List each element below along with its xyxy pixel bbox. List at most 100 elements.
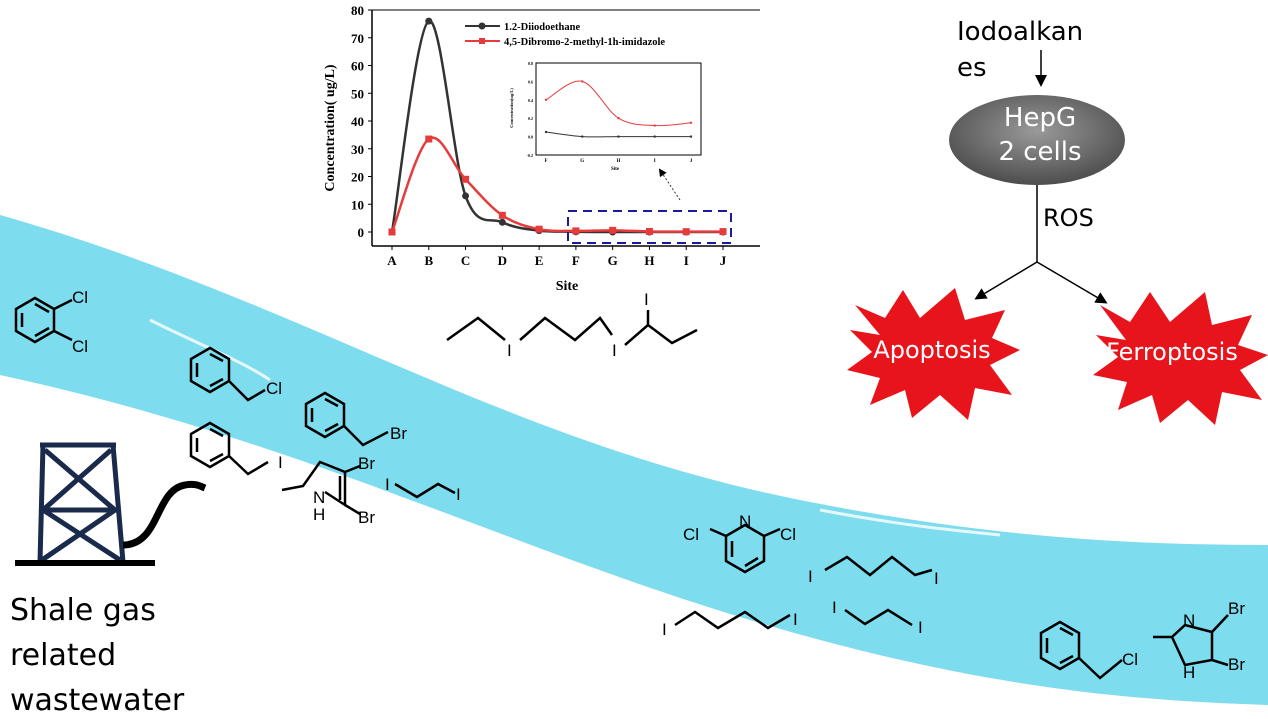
- inset-x-tick-label: G: [580, 159, 584, 164]
- atom-label: I: [278, 453, 283, 472]
- inset-data-point: [689, 135, 693, 138]
- data-point: [535, 225, 543, 233]
- x-tick-label: C: [461, 253, 470, 268]
- inset-data-point: [581, 135, 584, 138]
- cell-label-2: 2 cells: [998, 137, 1081, 167]
- x-tick-label: B: [424, 253, 433, 268]
- source-label-3: wastewater: [10, 683, 185, 718]
- data-point: [425, 17, 433, 25]
- inset-y-tick-label: 0.0: [528, 135, 533, 140]
- hepg2-cell: [949, 95, 1125, 185]
- legend-series-1: 1.2-Diiodoethane: [504, 22, 580, 33]
- inset-y-tick-label: 0.6: [528, 79, 533, 84]
- y-tick-label: 30: [351, 142, 364, 157]
- x-tick-label: A: [387, 253, 397, 268]
- x-tick-label: E: [535, 253, 544, 268]
- concentration-chart: 0 10 20 30 40 50 60 70 80 A B C D E F G H I J Concentratio…: [312, 0, 762, 295]
- x-tick-label: I: [684, 253, 689, 268]
- inset-data-point: [544, 130, 548, 134]
- inset-data-point: [581, 80, 584, 83]
- atom-label: H: [1183, 663, 1195, 682]
- data-point: [682, 228, 690, 236]
- inset-y-tick-label: 0.8: [528, 61, 533, 66]
- atom-label: I: [644, 290, 649, 309]
- legend-series-2: 4,5-Dibromo-2-methyl-1h-imidazole: [504, 37, 665, 48]
- data-point: [462, 192, 470, 200]
- atom-label: N: [313, 488, 325, 507]
- y-tick-label: 80: [351, 3, 364, 18]
- atom-label: I: [612, 341, 617, 360]
- atom-label: I: [662, 620, 667, 639]
- river-highlight: [379, 523, 521, 577]
- atom-label: I: [832, 598, 837, 617]
- atom-label: I: [456, 485, 461, 504]
- data-point: [645, 227, 653, 235]
- y-tick-label: 60: [351, 59, 364, 74]
- atom-label: I: [918, 618, 923, 637]
- river-band: [0, 215, 1268, 705]
- apoptosis-burst: [847, 288, 1020, 420]
- x-tick-label: D: [498, 253, 507, 268]
- inset-data-point: [544, 98, 548, 102]
- inset-data-point: [653, 135, 656, 138]
- cell-label-1: HepG: [1004, 103, 1076, 133]
- series-line: [390, 136, 724, 233]
- y-tick-label: 70: [351, 31, 364, 46]
- inset-y-tick-label: 0.2: [528, 116, 533, 121]
- y-tick-label: 40: [351, 114, 364, 129]
- structure-labels: Cl Cl Cl Br I Br Br N H I I I I I Cl N C…: [72, 288, 1245, 682]
- source-label-1: Shale gas: [10, 593, 156, 628]
- y-tick-label: 0: [358, 225, 365, 240]
- apoptosis-label: Apoptosis: [873, 336, 990, 364]
- atom-label: Br: [358, 508, 375, 527]
- atom-label: Cl: [72, 288, 88, 307]
- y-tick-label: 50: [351, 86, 364, 101]
- atom-label: Br: [358, 454, 375, 473]
- atom-label: Cl: [780, 525, 796, 544]
- ferroptosis-label: Ferroptosis: [1106, 338, 1238, 366]
- arrow: [974, 261, 1038, 300]
- legend: 1.2-Diiodoethane 4,5-Dibromo-2-methyl-1h…: [465, 22, 665, 48]
- oil-rig-icon: [15, 442, 207, 566]
- data-point: [572, 227, 580, 235]
- atom-label: Cl: [683, 525, 699, 544]
- y-tick-label: 20: [351, 170, 364, 185]
- inset-x-tick-label: F: [544, 159, 547, 164]
- atom-label: N: [739, 512, 751, 531]
- arrow: [1036, 261, 1108, 304]
- inset-data-point: [689, 121, 693, 125]
- inset-y-tick-label: -0.2: [527, 153, 533, 158]
- atom-label: I: [808, 567, 813, 586]
- atom-label: I: [507, 341, 512, 360]
- inset-y-tick-label: 0.4: [528, 98, 533, 103]
- inset-x-tick-label: I: [654, 159, 656, 164]
- inset-data-point: [617, 135, 620, 138]
- ros-label: ROS: [1043, 204, 1094, 232]
- x-tick-label: G: [608, 253, 618, 268]
- ferroptosis-burst: [1093, 292, 1268, 425]
- x-tick-label: F: [572, 253, 580, 268]
- inset-x-label: Site: [611, 167, 620, 172]
- source-label-2: related: [10, 638, 116, 673]
- x-axis-label: Site: [556, 279, 579, 294]
- iodoalkanes-label-1: Iodoalkan: [957, 17, 1083, 47]
- river-highlight: [819, 508, 1001, 537]
- inset-y-label: Concentration(ug/L): [509, 88, 514, 128]
- atom-label: H: [313, 505, 325, 524]
- data-point: [388, 228, 396, 236]
- atom-label: I: [385, 475, 390, 494]
- inset-x-tick-label: H: [617, 159, 621, 164]
- x-tick-label: J: [720, 253, 727, 268]
- iodoalkanes-label-2: es: [957, 53, 987, 83]
- inset-x-tick-label: J: [690, 159, 693, 164]
- y-axis-label: Concentration( ug/L): [323, 64, 338, 192]
- inset-data-point: [653, 124, 656, 127]
- atom-label: N: [1183, 611, 1195, 630]
- chemical-structures: [14, 296, 1229, 680]
- zoom-region-box: [567, 210, 732, 244]
- data-point: [462, 175, 470, 183]
- x-tick-label: H: [644, 253, 654, 268]
- atom-label: I: [934, 569, 939, 588]
- atom-label: I: [793, 610, 798, 629]
